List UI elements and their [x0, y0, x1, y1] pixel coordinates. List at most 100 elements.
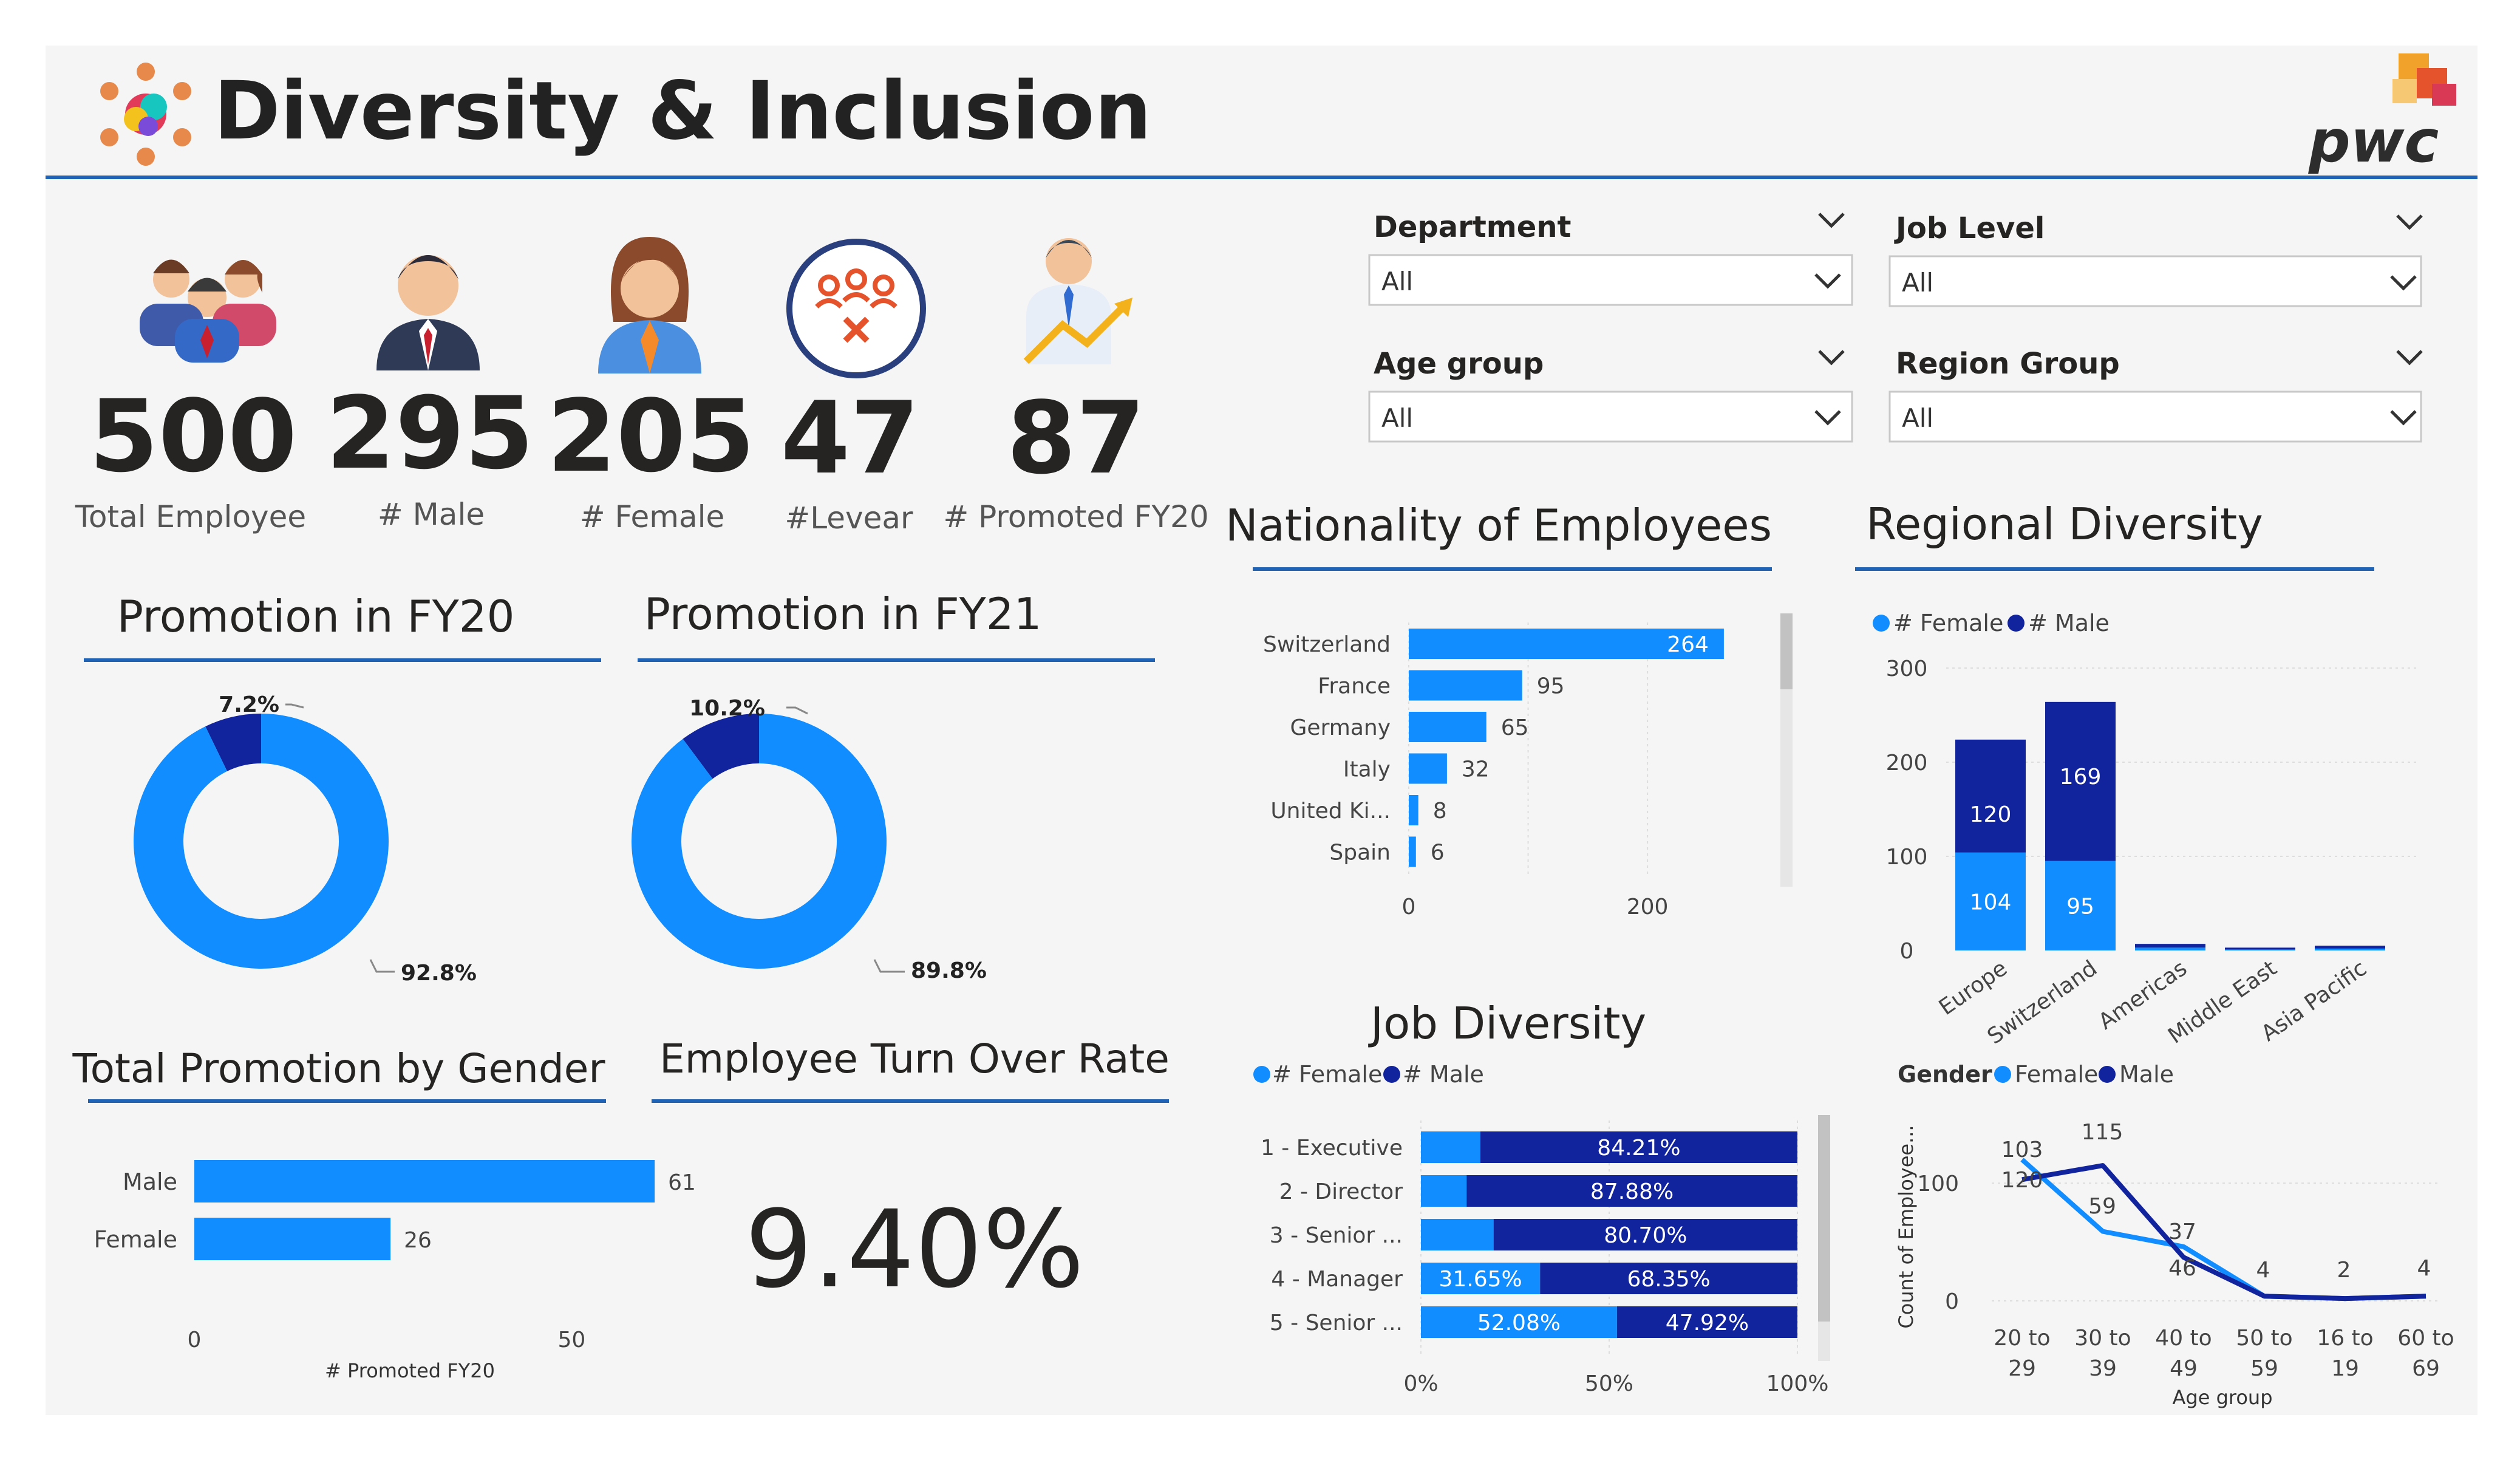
- nationality-bar-chart: Switzerland 264 France 95 Germany 65 Italy 32 Un…: [1263, 623, 1724, 919]
- point-data-label: 120: [2001, 1168, 2043, 1193]
- category-label: 1 - Executive: [1261, 1136, 1403, 1161]
- filter-age-group[interactable]: Age group All: [1368, 347, 1853, 443]
- bar[interactable]: [1409, 712, 1486, 742]
- point-data-label: 59: [2088, 1194, 2116, 1219]
- y-axis-title: Count of Employee...: [1895, 1125, 1918, 1328]
- filter-department[interactable]: Department All: [1368, 210, 1853, 306]
- pwc-logo: pwc: [2308, 53, 2456, 176]
- bar-data-label: 95: [2066, 894, 2094, 919]
- bar-female[interactable]: [2135, 947, 2205, 950]
- filter-dropdown[interactable]: [1888, 255, 2422, 307]
- bar-data-label: 264: [1667, 632, 1709, 657]
- legend-label: # Male: [1403, 1061, 1484, 1088]
- x-tick-label: 0: [1402, 895, 1416, 919]
- x-tick-label: 0%: [1403, 1371, 1438, 1396]
- pie-slice[interactable]: [134, 714, 389, 969]
- page-title: Diversity & Inclusion: [214, 64, 1152, 158]
- group-people-icon: [140, 259, 276, 363]
- bar-data-label: 68.35%: [1627, 1267, 1710, 1292]
- filter-dropdown[interactable]: [1368, 254, 1853, 306]
- chevron-down-icon[interactable]: [1814, 410, 1841, 426]
- bar-female[interactable]: [1955, 852, 2026, 950]
- bar[interactable]: [1409, 795, 1418, 825]
- filter-label: Job Level: [1894, 211, 2045, 245]
- bar[interactable]: [1409, 670, 1522, 701]
- x-tick-label: 40 to: [2155, 1326, 2212, 1351]
- filter-dropdown[interactable]: [1368, 391, 1853, 443]
- svg-text:pwc: pwc: [2308, 107, 2439, 176]
- bar-female[interactable]: [1421, 1263, 1541, 1294]
- bar-male[interactable]: [1480, 1131, 1797, 1163]
- male-person-icon: [376, 255, 480, 370]
- x-tick-label: 59: [2250, 1356, 2278, 1381]
- female-person-icon: [598, 237, 701, 374]
- chevron-down-icon[interactable]: [2396, 350, 2423, 366]
- kpi-value: 205: [547, 378, 755, 494]
- bar[interactable]: [1409, 629, 1724, 659]
- bar-female[interactable]: [1421, 1219, 1494, 1250]
- filter-job-level[interactable]: Job Level All: [1888, 211, 2423, 307]
- bar[interactable]: [194, 1160, 655, 1202]
- nationality-scrollbar-thumb[interactable]: [1780, 613, 1793, 689]
- legend-female-marker: [1873, 615, 1890, 632]
- pie-slice[interactable]: [205, 714, 261, 771]
- category-label: 5 - Senior ...: [1270, 1311, 1403, 1335]
- x-tick-label: 50%: [1585, 1371, 1633, 1396]
- point-data-label: 4: [2417, 1256, 2431, 1281]
- kpi-female: 205 # Female: [547, 378, 755, 534]
- bar-male[interactable]: [2045, 701, 2116, 861]
- bar-female[interactable]: [1421, 1306, 1617, 1338]
- x-tick-label: 49: [2170, 1356, 2198, 1381]
- bar-data-label: 26: [404, 1228, 432, 1253]
- bar-male[interactable]: [2225, 947, 2295, 950]
- bar-female[interactable]: [2045, 861, 2116, 950]
- y-tick-label: 100: [1886, 845, 1928, 870]
- bar-male[interactable]: [1466, 1175, 1797, 1207]
- bar-male[interactable]: [1955, 739, 2026, 853]
- chevron-down-icon[interactable]: [1818, 213, 1845, 228]
- bar-data-label: 87.88%: [1590, 1179, 1674, 1204]
- kpi-total-employee: 500 Total Employee: [75, 378, 306, 534]
- filter-region-group[interactable]: Region Group All: [1888, 347, 2423, 443]
- bar-female[interactable]: [2225, 949, 2295, 950]
- point-data-label: 4: [2256, 1258, 2270, 1283]
- legend-title: Gender: [1898, 1061, 1992, 1088]
- bar-data-label: 47.92%: [1666, 1311, 1749, 1335]
- chevron-down-icon[interactable]: [1818, 350, 1845, 366]
- bar-female[interactable]: [1421, 1131, 1480, 1163]
- bar-male[interactable]: [1540, 1263, 1797, 1294]
- line-series-male[interactable]: [2021, 1163, 2426, 1301]
- bar-data-label: 80.70%: [1604, 1223, 1687, 1248]
- x-tick-label: 19: [2331, 1356, 2359, 1381]
- legend-male-marker: [2099, 1066, 2116, 1083]
- category-label: 4 - Manager: [1271, 1267, 1403, 1292]
- chevron-down-icon[interactable]: [2390, 275, 2417, 291]
- pie-leader-line: [786, 706, 808, 715]
- bar-female[interactable]: [1421, 1175, 1467, 1207]
- legend-male-marker: [1383, 1066, 1400, 1083]
- pie-slice[interactable]: [631, 714, 887, 969]
- x-tick-label: 50: [558, 1328, 586, 1353]
- bar-male[interactable]: [1493, 1219, 1797, 1250]
- bar[interactable]: [1409, 753, 1447, 784]
- legend-label: Male: [2119, 1061, 2174, 1088]
- bar-data-label: 32: [1462, 757, 1490, 782]
- bar[interactable]: [1409, 836, 1416, 867]
- bar-male[interactable]: [2135, 944, 2205, 948]
- bar-female[interactable]: [2315, 948, 2385, 950]
- chevron-down-icon[interactable]: [1814, 273, 1841, 289]
- chevron-down-icon[interactable]: [2396, 214, 2423, 230]
- pie-leader-line: [369, 959, 395, 973]
- pie-slice[interactable]: [683, 714, 759, 779]
- bar-male[interactable]: [2315, 946, 2385, 949]
- category-label: United Ki...: [1270, 799, 1391, 824]
- filter-dropdown[interactable]: [1888, 391, 2422, 443]
- promoted-person-icon: [1023, 238, 1132, 364]
- job-scrollbar-thumb[interactable]: [1818, 1115, 1830, 1322]
- bar-male[interactable]: [1616, 1306, 1797, 1338]
- chevron-down-icon[interactable]: [2390, 410, 2417, 426]
- bar[interactable]: [194, 1218, 391, 1260]
- legend-label: # Female: [1272, 1061, 1382, 1088]
- point-data-label: 103: [2001, 1138, 2043, 1162]
